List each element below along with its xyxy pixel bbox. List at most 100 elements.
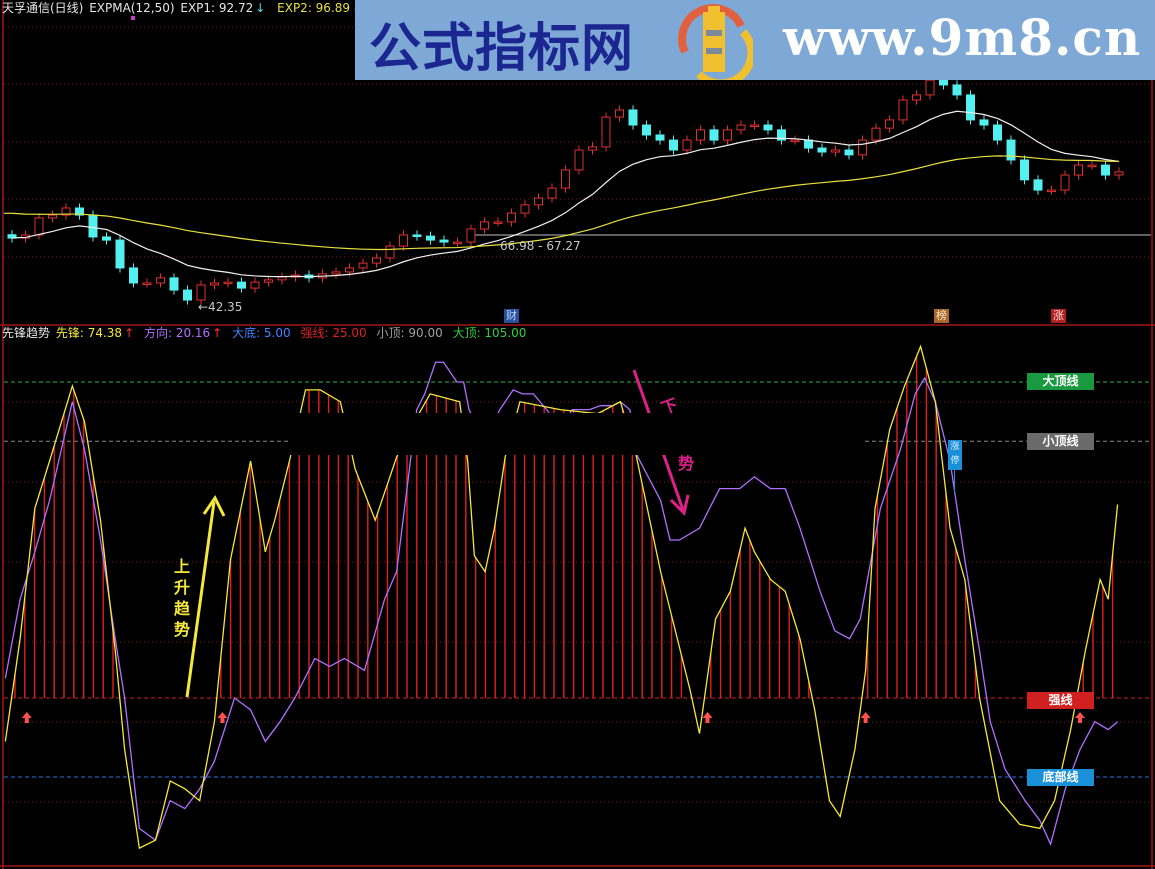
watermark-logo (678, 4, 753, 80)
candle-up (493, 221, 503, 224)
candle-down (966, 94, 975, 121)
candle-up (223, 281, 233, 285)
candle-down (817, 147, 827, 153)
candle-down (979, 119, 989, 126)
dibu-line-label: 底部线 (1027, 769, 1094, 786)
candle-down (1033, 179, 1043, 191)
price-chart-header: 天孚通信(日线) EXPMA(12,50) EXP1: 92.72 ↓ EXP2:… (2, 1, 364, 15)
fangxiang-value: 方向: 20.16 (143, 326, 211, 340)
candle-up (871, 127, 881, 141)
candle-up (736, 124, 746, 131)
candle-up (358, 262, 368, 269)
candle-down (75, 207, 84, 216)
buy-signal-up-arrow-icon (1075, 712, 1086, 723)
buy-signal-up-arrow-icon (860, 712, 871, 723)
limit-up-arrow-icon (954, 470, 955, 494)
candle-up (1060, 174, 1070, 191)
candle-down (183, 289, 192, 301)
dading-line-label: 大顶线 (1027, 373, 1094, 390)
candle-up (696, 129, 705, 141)
xianfeng-up-arrow-icon: ↑ (124, 326, 135, 340)
event-tag-list[interactable]: 榜 (934, 309, 949, 323)
candle-up (345, 267, 354, 273)
range-price-label: 66.98 - 67.27 (500, 239, 581, 253)
candle-down (129, 267, 138, 284)
candle-up (925, 79, 935, 96)
candle-up (277, 276, 287, 281)
candle-up (831, 149, 840, 153)
uptrend-arrow-head (202, 495, 226, 517)
dadi-value: 大底: 5.00 (232, 326, 291, 340)
uptrend-label: 上 升 趋 势 (172, 556, 192, 640)
dading-value: 大顶: 105.00 (452, 326, 527, 340)
candle-up (466, 228, 476, 243)
candle-up (372, 257, 381, 264)
buy-signal-up-arrow-icon (702, 712, 713, 723)
occlusion-box (290, 413, 865, 455)
xiaoding-line-label: 小顶线 (1027, 433, 1094, 450)
event-tag-rise[interactable]: 涨 (1051, 309, 1066, 323)
candle-down (169, 277, 179, 291)
candlestick-panel (4, 75, 1151, 305)
candle-down (426, 235, 435, 241)
indicator-name: EXPMA(12,50) (89, 1, 175, 15)
event-tag-finance[interactable]: 财 (504, 309, 519, 323)
candle-up (156, 277, 165, 284)
watermark-site-name: 公式指标网 (369, 19, 635, 79)
candle-up (250, 281, 260, 289)
candle-up (885, 119, 894, 129)
candle-down (763, 124, 773, 131)
candle-down (115, 239, 125, 269)
candle-down (655, 134, 665, 141)
uptrend-arrow (185, 501, 216, 698)
candle-up (480, 221, 489, 230)
candle-down (439, 239, 449, 243)
candle-down (628, 109, 638, 126)
indicator-title: 先锋趋势 (2, 326, 51, 340)
candle-up (588, 146, 597, 151)
candle-up (790, 139, 800, 143)
limit-up-badge: 涨停 (948, 440, 962, 470)
qiang-line-label: 强线 (1027, 692, 1094, 709)
candle-up (453, 241, 462, 245)
candle-down (993, 124, 1002, 141)
candle-up (1087, 164, 1097, 168)
candle-up (520, 204, 530, 214)
candle-up (1074, 164, 1083, 176)
qiangxian-value: 强线: 25.00 (300, 326, 367, 340)
candle-up (534, 197, 543, 206)
candle-up (507, 212, 516, 223)
candle-down (939, 79, 948, 86)
watermark-url: www.9m8.cn (783, 8, 1142, 67)
candle-down (88, 214, 98, 238)
exp1-value: EXP1: 92.72 (180, 1, 254, 15)
fangxiang-up-arrow-icon: ↑ (212, 326, 223, 340)
candle-up (547, 187, 557, 199)
candle-down (804, 139, 813, 149)
exp2-value: EXP2: 96.89 (277, 1, 351, 15)
candle-up (912, 94, 921, 101)
uptrend-char: 势 (173, 620, 190, 639)
candle-down (1101, 164, 1110, 176)
exp2-line (11, 155, 1120, 251)
candle-up (723, 129, 732, 141)
indicator-panel (4, 344, 1151, 850)
candle-up (1114, 171, 1124, 176)
indicator-header: 先锋趋势 先锋: 74.38 ↑ 方向: 20.16 ↑ 大底: 5.00 强线: … (2, 326, 528, 340)
candle-up (615, 109, 624, 118)
candle-up (858, 139, 867, 156)
candle-up (61, 207, 71, 216)
candle-down (642, 124, 651, 136)
uptrend-char: 升 (173, 578, 190, 597)
xianfeng-line (4, 344, 1119, 850)
exp1-line (11, 110, 1120, 278)
candle-down (952, 84, 962, 96)
candle-down (1006, 139, 1016, 161)
candle-down (844, 149, 854, 156)
low-price-label: ←42.35 (198, 300, 243, 314)
downtrend-label-bottom: 势 (678, 454, 695, 473)
candle-up (750, 124, 759, 128)
candle-up (264, 279, 273, 283)
